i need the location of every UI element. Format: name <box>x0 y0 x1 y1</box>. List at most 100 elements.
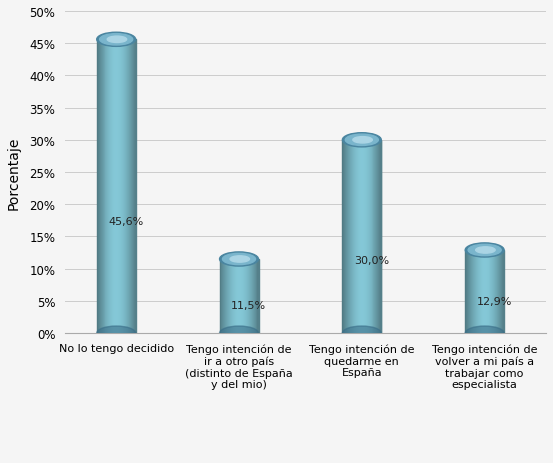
Bar <box>225 259 226 333</box>
Bar <box>366 140 367 333</box>
Bar <box>101 40 102 333</box>
Bar <box>472 250 473 333</box>
Bar <box>107 40 108 333</box>
Bar <box>466 250 467 333</box>
Ellipse shape <box>220 252 258 267</box>
Bar <box>379 140 380 333</box>
Bar <box>364 140 365 333</box>
Bar <box>377 140 379 333</box>
Bar <box>100 40 101 333</box>
Ellipse shape <box>97 326 135 340</box>
Bar <box>491 250 492 333</box>
Bar <box>246 259 247 333</box>
Bar <box>357 140 358 333</box>
Bar <box>501 250 502 333</box>
Bar <box>239 259 240 333</box>
Bar <box>374 140 375 333</box>
Bar <box>226 259 227 333</box>
Bar <box>131 40 132 333</box>
Bar <box>228 259 229 333</box>
Bar <box>373 140 374 333</box>
Bar <box>121 40 122 333</box>
Bar <box>354 140 355 333</box>
Bar <box>488 250 490 333</box>
Bar <box>482 250 483 333</box>
Bar <box>471 250 472 333</box>
Text: 11,5%: 11,5% <box>231 300 267 310</box>
Bar <box>249 259 250 333</box>
Bar <box>128 40 129 333</box>
Bar <box>486 250 487 333</box>
Bar <box>483 250 484 333</box>
Bar <box>248 259 249 333</box>
Bar <box>371 140 372 333</box>
Bar <box>342 140 343 333</box>
Bar <box>469 250 470 333</box>
Bar <box>122 40 123 333</box>
Bar <box>356 140 357 333</box>
Bar <box>230 259 231 333</box>
Bar <box>492 250 493 333</box>
Bar <box>98 40 99 333</box>
Bar <box>222 259 223 333</box>
Bar <box>233 259 234 333</box>
Text: 30,0%: 30,0% <box>354 255 389 265</box>
Bar <box>97 40 98 333</box>
Bar <box>102 40 104 333</box>
Bar <box>347 140 348 333</box>
Ellipse shape <box>353 138 372 144</box>
Bar <box>134 40 135 333</box>
Bar <box>235 259 236 333</box>
Bar <box>226 259 227 333</box>
Bar <box>367 140 368 333</box>
Ellipse shape <box>345 135 378 146</box>
Bar <box>465 250 466 333</box>
Bar <box>238 259 239 333</box>
Bar <box>346 140 347 333</box>
Bar <box>114 40 116 333</box>
Bar <box>107 40 108 333</box>
Bar <box>474 250 475 333</box>
Bar <box>108 40 109 333</box>
Bar <box>343 140 345 333</box>
Bar <box>119 40 120 333</box>
Bar <box>113 40 114 333</box>
Bar <box>481 250 482 333</box>
Ellipse shape <box>107 37 127 44</box>
Ellipse shape <box>222 254 255 265</box>
Bar <box>476 250 477 333</box>
Bar <box>493 250 494 333</box>
Bar <box>369 140 371 333</box>
Bar <box>237 259 238 333</box>
Bar <box>227 259 228 333</box>
Bar <box>499 250 500 333</box>
Bar <box>127 40 128 333</box>
Bar <box>492 250 494 333</box>
Bar <box>123 40 124 333</box>
Bar <box>231 259 232 333</box>
Bar <box>257 259 258 333</box>
Bar <box>478 250 479 333</box>
Ellipse shape <box>342 326 381 340</box>
Bar <box>475 250 476 333</box>
Bar <box>358 140 359 333</box>
Bar <box>345 140 346 333</box>
Bar <box>470 250 471 333</box>
Ellipse shape <box>230 256 249 263</box>
Bar <box>487 250 488 333</box>
Bar <box>498 250 499 333</box>
Bar <box>480 250 481 333</box>
Ellipse shape <box>342 133 381 148</box>
Ellipse shape <box>476 247 495 254</box>
Bar <box>477 250 478 333</box>
Bar <box>134 40 136 333</box>
Bar <box>109 40 111 333</box>
Ellipse shape <box>468 245 501 256</box>
Bar <box>368 140 369 333</box>
Bar <box>129 40 130 333</box>
Bar <box>355 140 356 333</box>
Bar <box>473 250 474 333</box>
Bar <box>254 259 255 333</box>
Bar <box>488 250 489 333</box>
Bar <box>240 259 241 333</box>
